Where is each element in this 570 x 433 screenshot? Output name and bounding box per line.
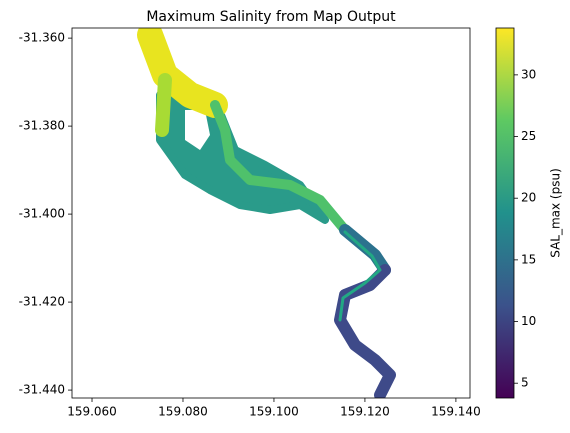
y-tick-label: -31.440: [19, 383, 65, 397]
y-tick-label: -31.360: [19, 31, 65, 45]
colorbar-tick-label: 30: [521, 67, 536, 81]
y-tick-label: -31.420: [19, 295, 65, 309]
colorbar-tick-label: 20: [521, 191, 536, 205]
colorbar-tick-label: 25: [521, 129, 536, 143]
x-tick-label: 159.080: [158, 405, 208, 419]
y-tick-label: -31.400: [19, 207, 65, 221]
colorbar-tick-label: 15: [521, 252, 536, 266]
y-tick-label: -31.380: [19, 119, 65, 133]
chart-title: Maximum Salinity from Map Output: [146, 9, 396, 25]
x-tick-label: 159.140: [431, 405, 481, 419]
colorbar-tick-label: 10: [521, 314, 536, 328]
colorbar: [495, 27, 515, 399]
x-tick-label: 159.060: [67, 405, 117, 419]
salinity-field: [137, 28, 396, 398]
plot-frame: [71, 27, 471, 399]
x-tick-label: 159.120: [340, 405, 390, 419]
colorbar-tick-label: 5: [521, 376, 529, 390]
x-tick-label: 159.100: [249, 405, 299, 419]
colorbar-label: SAL_max (psu): [549, 168, 563, 258]
